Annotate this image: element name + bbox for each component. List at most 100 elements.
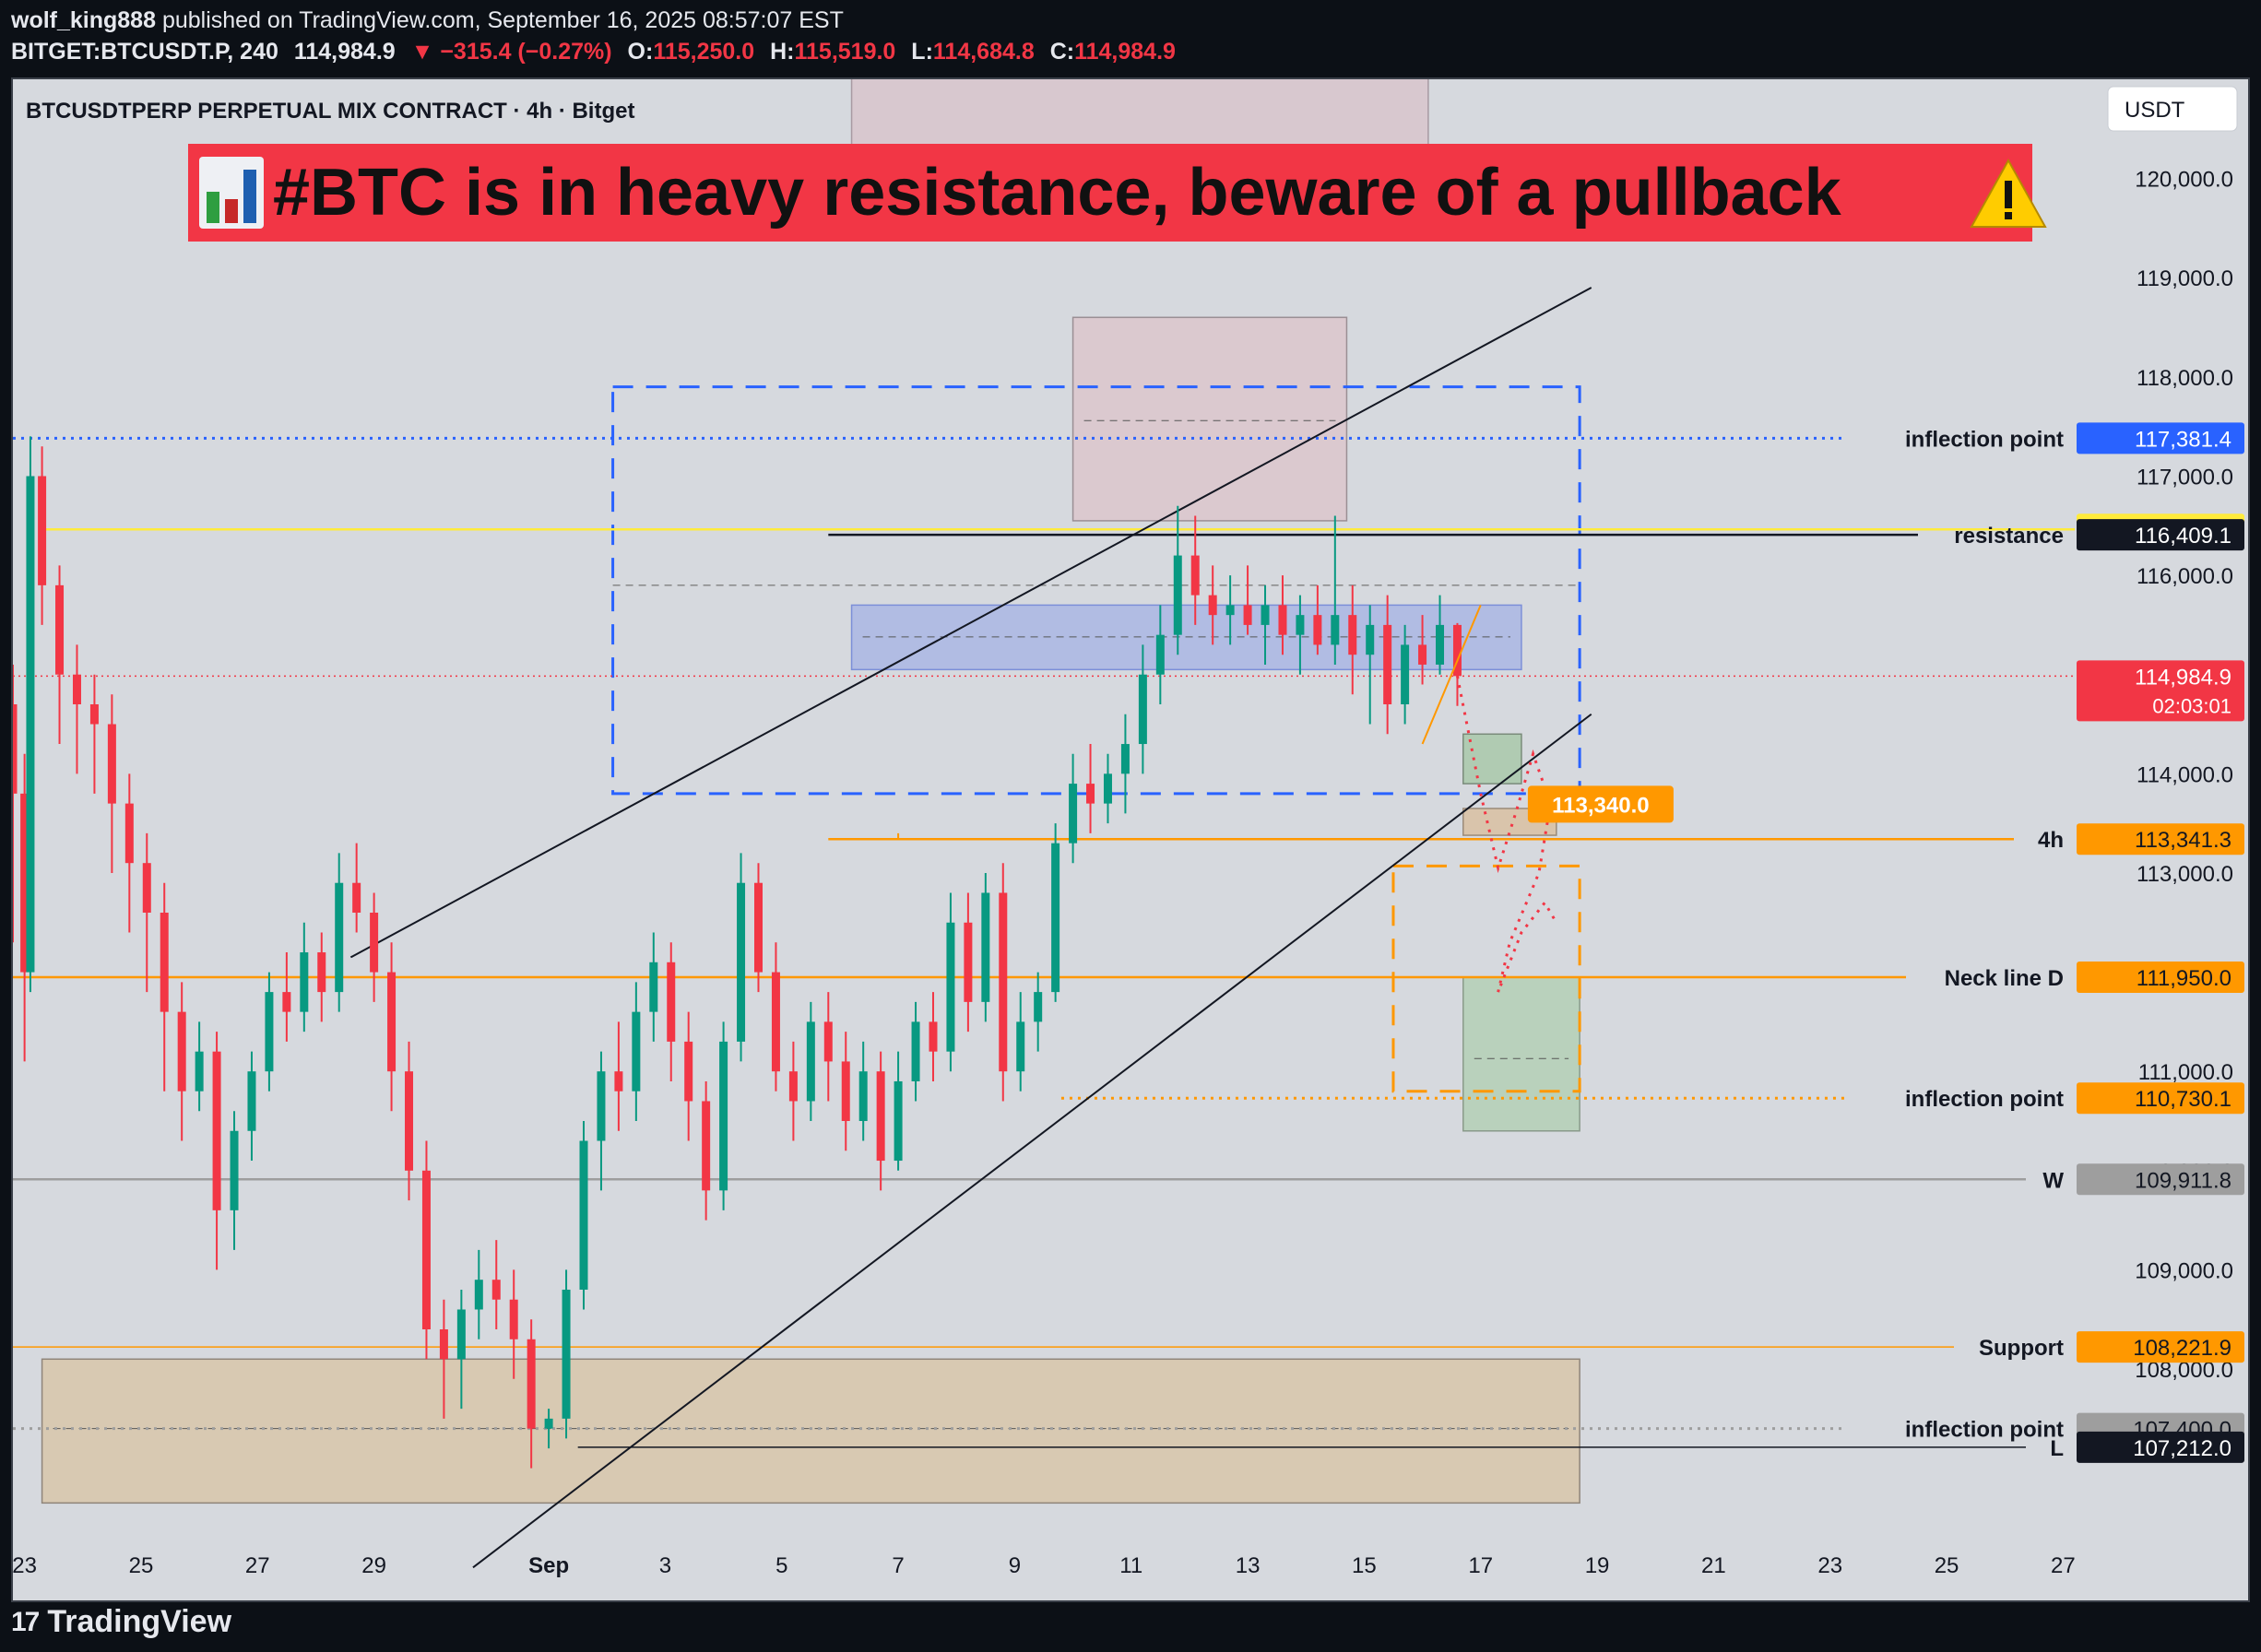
- candle: [230, 1111, 239, 1250]
- candle: [1016, 992, 1025, 1092]
- candle-body: [1401, 644, 1410, 704]
- candle: [387, 942, 397, 1112]
- symbol-label: BITGET:BTCUSDT.P, 240: [11, 39, 278, 65]
- candle: [1069, 753, 1078, 864]
- author-name[interactable]: wolf_king888: [11, 7, 156, 33]
- candle-body: [1086, 784, 1095, 804]
- candle: [20, 753, 30, 1062]
- candle-body: [1103, 773, 1112, 804]
- candle-body: [1261, 605, 1270, 625]
- candle-body: [38, 476, 47, 585]
- price-chart[interactable]: inflection point resistance 4h Neck line D i…: [13, 79, 2248, 1600]
- close-value: 114,984.9: [1074, 39, 1176, 65]
- price-level-text: W: [2042, 1168, 2064, 1193]
- candle-body: [142, 863, 151, 913]
- price-axis-badge: [2077, 1331, 2244, 1363]
- candle: [265, 972, 274, 1092]
- candle: [282, 952, 291, 1042]
- candle-body: [1051, 843, 1060, 993]
- candle: [1155, 605, 1165, 704]
- candle-body: [1120, 744, 1130, 774]
- candle-body: [527, 1339, 536, 1429]
- chart-pane[interactable]: inflection point resistance 4h Neck line D i…: [11, 77, 2250, 1602]
- candle: [89, 674, 99, 794]
- candle-body: [405, 1071, 414, 1171]
- zone-box: [1071, 316, 1348, 522]
- candle-body: [89, 704, 99, 725]
- banner-box: [188, 144, 2032, 242]
- candle: [632, 982, 641, 1121]
- price-axis-badge: [2077, 519, 2244, 551]
- candle-body: [876, 1071, 885, 1162]
- close-label: C:: [1049, 39, 1075, 65]
- warning-icon: [1970, 158, 2047, 228]
- x-tick-label: 7: [892, 1553, 904, 1578]
- candle: [981, 872, 990, 1022]
- candle: [771, 942, 780, 1092]
- candle: [894, 1051, 903, 1171]
- candle: [1296, 595, 1305, 675]
- candle: [177, 982, 186, 1141]
- candle: [1331, 515, 1340, 665]
- candle: [1261, 584, 1270, 665]
- last-price: 114,984.9: [293, 39, 396, 65]
- candle-body: [456, 1309, 466, 1360]
- candle: [1225, 575, 1235, 645]
- icon-bar: [243, 170, 256, 223]
- price-axis-label: 116,409.1: [2135, 524, 2231, 549]
- price-level-text: inflection point: [1905, 427, 2064, 452]
- candle: [841, 1032, 850, 1151]
- candle: [806, 1001, 815, 1121]
- candle: [788, 1041, 798, 1141]
- x-tick-label: 13: [1236, 1553, 1261, 1578]
- zone-box: [1462, 733, 1522, 785]
- currency-button[interactable]: [2107, 86, 2238, 132]
- candle: [579, 1121, 588, 1310]
- candle-body: [1173, 555, 1182, 635]
- candle-body: [1034, 992, 1043, 1022]
- x-tick-label: 21: [1701, 1553, 1726, 1578]
- candle: [247, 1051, 256, 1162]
- candle-body: [649, 962, 658, 1012]
- y-tick-label: 119,000.0: [2137, 266, 2233, 291]
- candle-body: [1348, 615, 1357, 655]
- candle: [1120, 714, 1130, 814]
- candle: [107, 694, 116, 873]
- candle: [370, 892, 379, 1002]
- tradingview-wordmark: TradingView: [47, 1604, 232, 1639]
- channel-lower-line: [472, 713, 1592, 1569]
- candle: [491, 1240, 501, 1329]
- candle-body: [981, 892, 990, 1002]
- candle: [1348, 584, 1357, 695]
- candle-body: [439, 1329, 448, 1360]
- candle: [1051, 823, 1060, 1002]
- candle: [1418, 615, 1427, 685]
- candle-body: [684, 1041, 693, 1102]
- candle: [737, 853, 746, 1062]
- candle-body: [667, 962, 676, 1042]
- candle-body: [788, 1071, 798, 1102]
- candle-body: [1383, 624, 1392, 704]
- candle: [142, 832, 151, 993]
- candle-body: [579, 1140, 588, 1290]
- candle-body: [230, 1130, 239, 1210]
- candle: [753, 863, 763, 993]
- price-axis-label: 111,950.0: [2137, 966, 2231, 991]
- ohlc-line: BITGET:BTCUSDT.P, 240 114,984.9 ▼ −315.4…: [11, 39, 1176, 65]
- candle-body: [160, 913, 169, 1012]
- candle: [946, 892, 955, 1072]
- price-axis-label: 110,730.1: [2135, 1087, 2231, 1112]
- candle-body: [509, 1299, 518, 1339]
- candle-body: [195, 1051, 204, 1092]
- candle-body: [719, 1041, 728, 1191]
- zone-box: [41, 1358, 1580, 1504]
- candle: [1086, 744, 1095, 833]
- zone-box: [1462, 976, 1580, 1132]
- price-level-text: L: [2050, 1436, 2064, 1461]
- candle-body: [72, 674, 81, 704]
- candle: [335, 853, 344, 1012]
- warning-bar: [2005, 181, 2012, 208]
- candle: [38, 446, 47, 625]
- candle-body: [387, 972, 397, 1072]
- candle-body: [1278, 605, 1287, 635]
